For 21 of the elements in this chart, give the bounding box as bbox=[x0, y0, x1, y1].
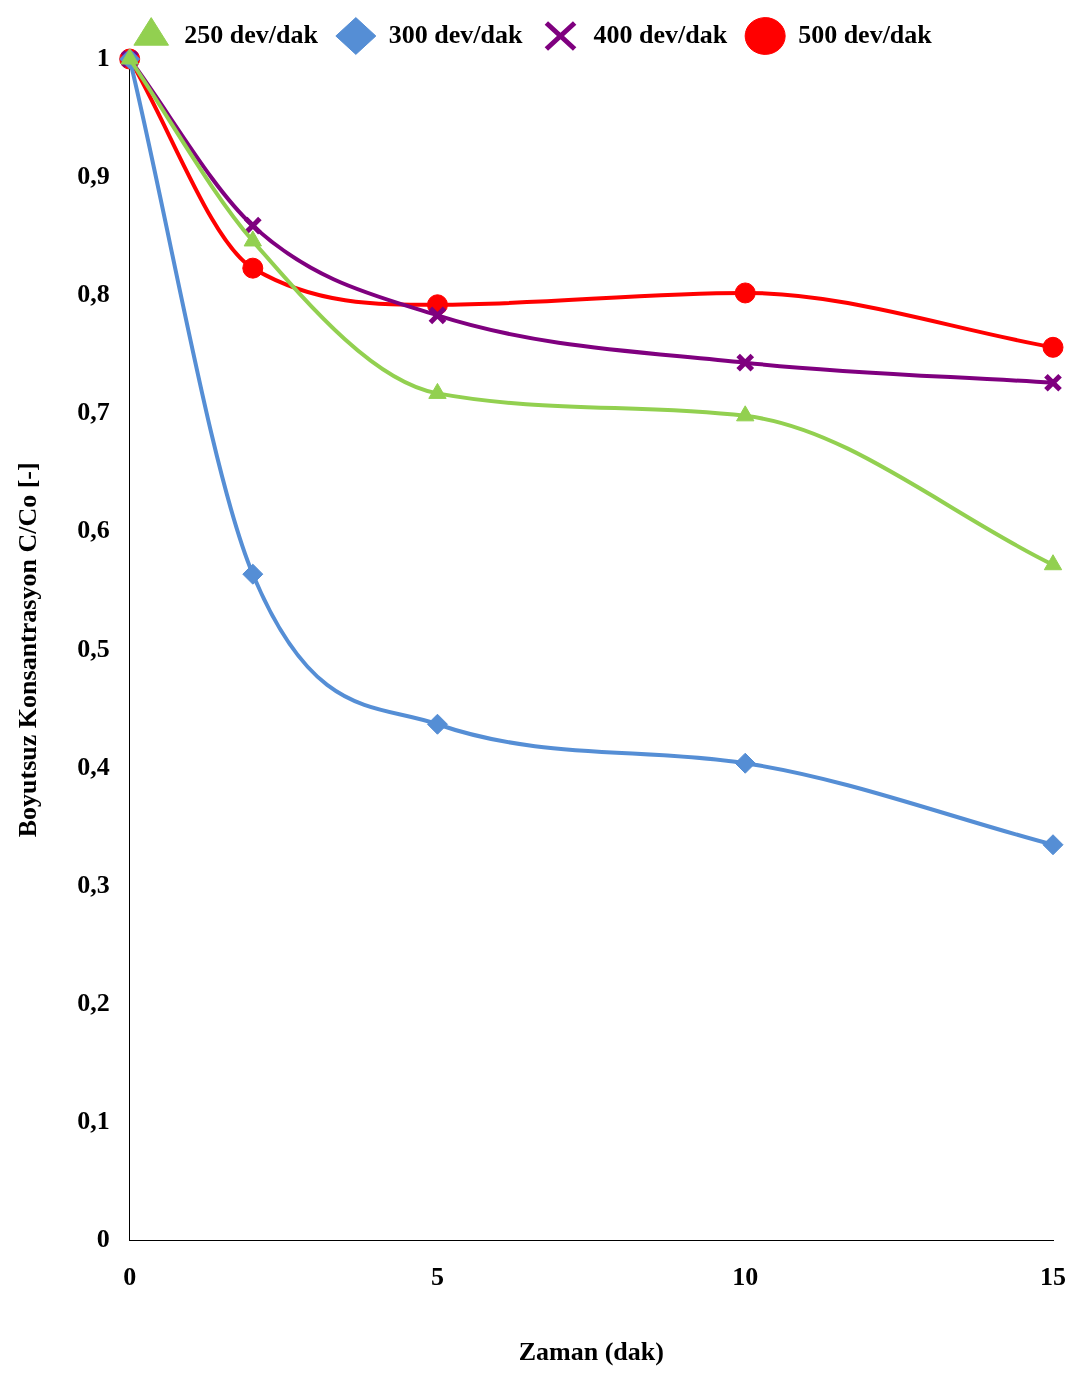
y-tick-label: 0,7 bbox=[77, 397, 110, 427]
y-tick-label: 0,8 bbox=[77, 279, 110, 309]
y-tick-label: 0,9 bbox=[77, 160, 110, 190]
y-tick-label: 0,3 bbox=[77, 869, 110, 899]
legend-label: 300 dev/dak bbox=[388, 19, 524, 49]
y-tick-label: 0,6 bbox=[77, 515, 110, 545]
x-tick-label: 5 bbox=[430, 1261, 444, 1291]
legend-label: 250 dev/dak bbox=[184, 19, 319, 49]
y-tick-label: 0,5 bbox=[77, 633, 110, 663]
legend-label: 400 dev/dak bbox=[593, 19, 728, 49]
y-tick-label: 0,2 bbox=[77, 988, 110, 1017]
x-tick-label: 15 bbox=[1040, 1261, 1066, 1291]
x-tick-label: 0 bbox=[123, 1261, 137, 1291]
y-tick-label: 0,1 bbox=[77, 1106, 110, 1136]
y-tick-label: 0 bbox=[96, 1224, 110, 1254]
x-axis-title: Zaman (dak) bbox=[518, 1337, 664, 1367]
y-axis-title: Boyutsuz Konsantrasyon C/Co [-] bbox=[13, 462, 43, 838]
y-tick-label: 0,4 bbox=[77, 751, 110, 781]
y-tick-label: 1 bbox=[96, 42, 110, 72]
legend-label: 500 dev/dak bbox=[798, 19, 933, 49]
x-tick-label: 10 bbox=[732, 1261, 759, 1291]
